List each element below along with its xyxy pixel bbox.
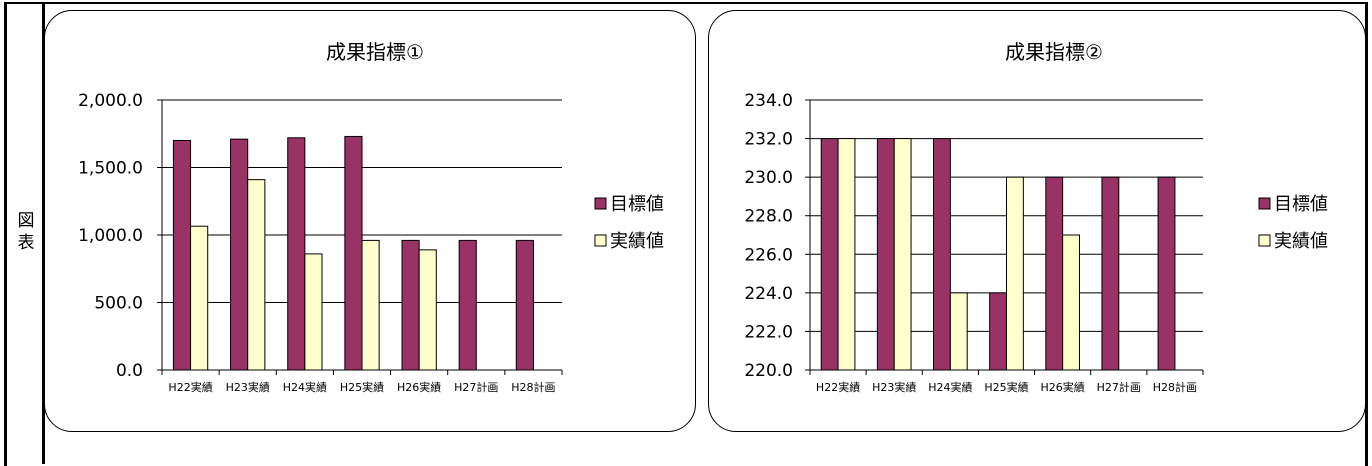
side-label-char-1: 図	[17, 211, 35, 231]
x-tick-label: H28計画	[511, 380, 555, 394]
legend-label: 実績値	[610, 231, 664, 252]
y-tick-label: 234.0	[744, 91, 793, 111]
outer-border	[4, 2, 1368, 466]
legend-label: 実績値	[1274, 231, 1328, 252]
bar-target	[230, 138, 249, 371]
x-tick-label: H27計画	[454, 380, 498, 394]
x-tick-label: H25実績	[340, 380, 384, 394]
bar-actual	[949, 292, 968, 371]
legend-label: 目標値	[610, 194, 664, 215]
bar-target	[1045, 176, 1064, 371]
chart-title: 成果指標②	[1005, 40, 1103, 64]
x-tick-label: H23実績	[872, 380, 916, 394]
bar-target	[344, 135, 363, 371]
bar-target	[989, 292, 1007, 371]
chart-panel-1: 成果指標① 0.0 500.0 1,000.0 1,500.0 2,000.0 H22実績 H…	[44, 10, 696, 432]
label-column	[7, 4, 45, 464]
legend-label: 目標値	[1274, 194, 1328, 215]
bar-actual	[1062, 234, 1080, 371]
legend-swatch	[594, 234, 607, 247]
x-tick-label: H26実績	[1041, 380, 1085, 394]
y-tick-label: 1,000.0	[78, 226, 143, 246]
x-tick-label: H28計画	[1153, 380, 1197, 394]
legend-swatch	[594, 197, 607, 210]
bar-target	[820, 138, 839, 371]
bar-target	[876, 138, 895, 371]
x-tick-label: H24実績	[283, 380, 327, 394]
legend-swatch	[1258, 234, 1271, 247]
x-tick-label: H22実績	[168, 380, 212, 394]
bar-actual	[304, 253, 323, 371]
y-tick-label: 220.0	[744, 361, 793, 381]
bar-actual	[361, 239, 380, 371]
bar-actual	[247, 179, 266, 371]
bar-actual	[837, 138, 856, 371]
bar-target	[458, 239, 477, 371]
bar-actual	[893, 138, 912, 371]
chart-panel-2: 成果指標② 220.0 222.0 224.0 226.0 228.0 230.0 232.0…	[708, 10, 1366, 432]
bar-target	[172, 140, 192, 371]
bar-target	[401, 239, 420, 371]
x-tick-label: H26実績	[397, 380, 441, 394]
bar-target	[287, 137, 306, 371]
y-tick-label: 500.0	[94, 294, 143, 314]
chart-2: 成果指標② 220.0 222.0 224.0 226.0 228.0 230.0 232.0…	[744, 40, 1328, 394]
bar-target	[1101, 176, 1120, 371]
x-tick-label: H25実績	[984, 380, 1028, 394]
side-label-char-2: 表	[17, 233, 35, 253]
y-tick-label: 0.0	[116, 361, 143, 381]
side-label: 図 表	[7, 210, 45, 254]
y-tick-label: 230.0	[744, 168, 793, 188]
legend-swatch	[1258, 197, 1271, 210]
bar-target	[933, 138, 951, 371]
y-tick-label: 228.0	[744, 207, 793, 227]
bar-actual	[1006, 176, 1024, 371]
y-tick-label: 232.0	[744, 130, 793, 150]
chart-1: 成果指標① 0.0 500.0 1,000.0 1,500.0 2,000.0 H22実績 H…	[78, 40, 664, 394]
bar-target	[515, 239, 534, 371]
y-tick-label: 224.0	[744, 284, 793, 304]
x-tick-label: H27計画	[1097, 380, 1141, 394]
y-tick-label: 2,000.0	[78, 91, 143, 111]
y-tick-label: 1,500.0	[78, 159, 143, 179]
x-tick-label: H22実績	[816, 380, 860, 394]
x-tick-label: H24実績	[928, 380, 972, 394]
x-tick-label: H23実績	[226, 380, 270, 394]
bar-target	[1157, 176, 1176, 371]
bar-actual	[190, 225, 209, 371]
y-tick-label: 222.0	[744, 322, 793, 342]
y-tick-label: 226.0	[744, 245, 793, 265]
bar-actual	[418, 249, 437, 371]
chart-title: 成果指標①	[326, 40, 424, 64]
